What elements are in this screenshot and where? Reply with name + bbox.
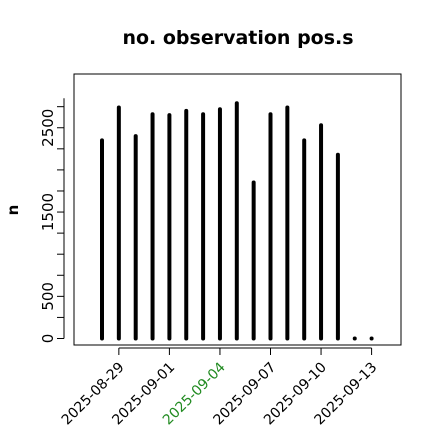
bar-zero-point xyxy=(369,336,374,341)
y-tick-label: 1500 xyxy=(39,193,57,231)
y-axis-label: n xyxy=(4,205,22,216)
x-axis: 2025-08-292025-09-012025-09-042025-09-07… xyxy=(59,347,380,428)
chart-title: no. observation pos.s xyxy=(122,27,353,49)
plot-box xyxy=(73,73,402,346)
y-tick-label: 2500 xyxy=(39,109,57,147)
y-tick-label: 0 xyxy=(39,334,57,344)
y-tick-label: 500 xyxy=(39,282,57,311)
bar-zero-point xyxy=(352,336,357,341)
bars xyxy=(100,101,374,341)
y-axis: 0 500 1500 2500 xyxy=(39,98,65,344)
